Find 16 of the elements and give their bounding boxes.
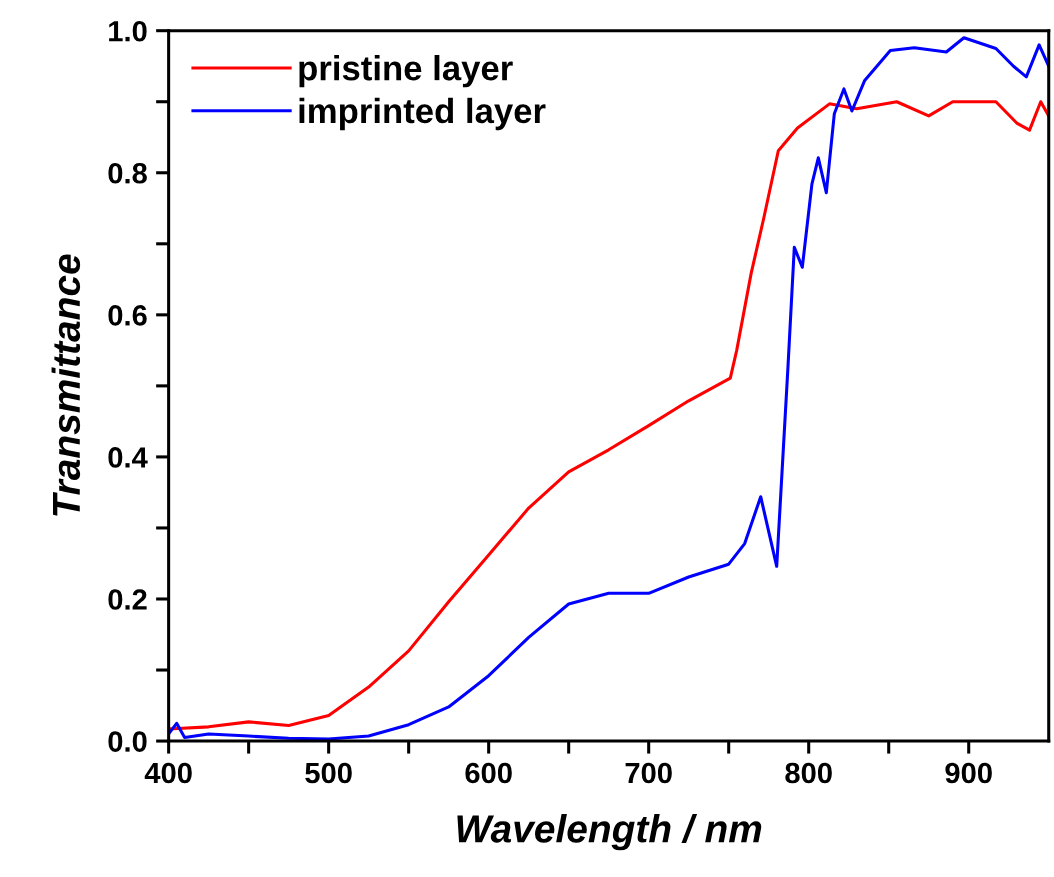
legend-label: imprinted layer <box>299 97 546 131</box>
x-tick-label: 900 <box>945 762 992 784</box>
legend-label: pristine layer <box>299 55 513 88</box>
x-axis-title: Wavelength / nm <box>457 814 762 851</box>
x-tick-label: 800 <box>785 762 832 784</box>
y-tick-label: 0.6 <box>108 305 147 326</box>
x-tick-label: 700 <box>625 762 672 784</box>
y-tick-label: 0.8 <box>108 162 147 184</box>
x-tick-label: 400 <box>144 762 192 784</box>
y-tick-label: 0.4 <box>108 447 148 468</box>
y-tick-label: 1.0 <box>109 20 147 42</box>
y-tick-label: 0.0 <box>108 731 147 752</box>
y-tick-label: 0.2 <box>108 589 147 610</box>
x-tick-label: 600 <box>465 762 512 784</box>
y-axis-title: Transmittance <box>51 254 81 516</box>
x-tick-label: 500 <box>305 762 352 784</box>
